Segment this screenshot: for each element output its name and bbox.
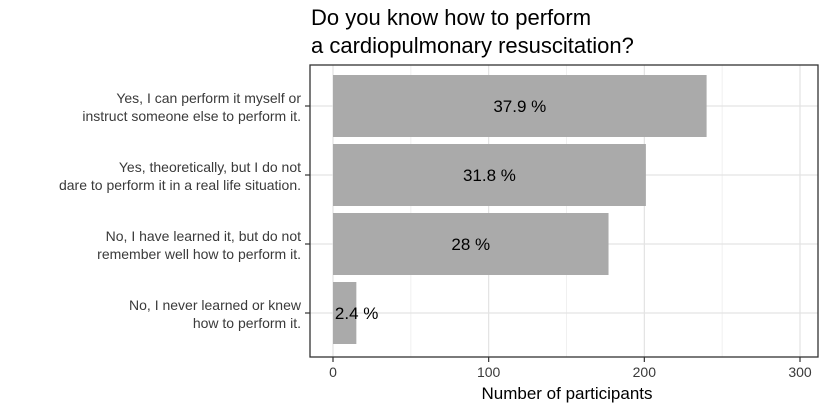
y-tick-label: No, I never learned or knew how to perfor… — [129, 297, 302, 331]
y-tick-label: Yes, I can perform it myself or instruct … — [82, 90, 301, 124]
bar — [333, 213, 609, 275]
x-tick-label: 200 — [633, 364, 657, 380]
y-tick-label: No, I have learned it, but do not remembe… — [97, 228, 301, 262]
x-axis-label: Number of participants — [481, 384, 652, 403]
bar — [333, 75, 707, 137]
x-tick-label: 0 — [329, 364, 337, 380]
data-label: 31.8 % — [463, 166, 516, 185]
x-tick-label: 100 — [477, 364, 501, 380]
x-tick-label: 300 — [788, 364, 812, 380]
data-label: 2.4 % — [335, 304, 378, 323]
chart-title: Do you know how to perform a cardiopulmo… — [311, 5, 634, 58]
plot-border — [309, 64, 819, 358]
bar — [333, 144, 646, 206]
data-label: 37.9 % — [493, 97, 546, 116]
data-label: 28 % — [451, 235, 490, 254]
bar — [333, 282, 357, 344]
y-tick-label: Yes, theoretically, but I do not dare to … — [59, 159, 301, 193]
